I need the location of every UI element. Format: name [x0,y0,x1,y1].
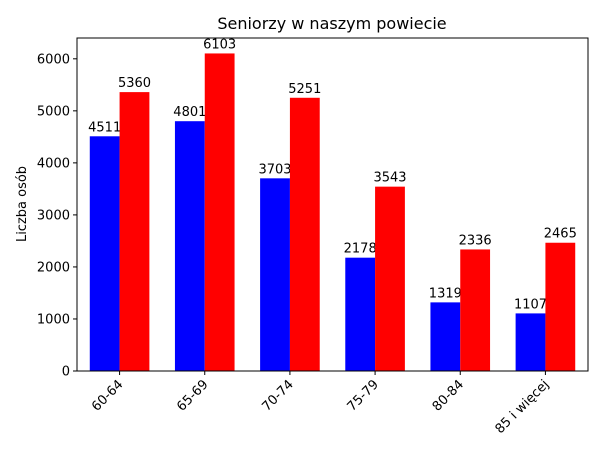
x-tick-label: 85 i więcej [493,377,553,437]
bar-series1-85 i więcej [515,313,546,371]
y-tick-label: 3000 [37,208,70,223]
bar-series2-65-69 [204,53,235,371]
y-tick-label: 5000 [37,104,70,119]
y-tick-label: 1000 [37,312,70,327]
data-label-series2-65-69: 6103 [203,37,236,52]
x-tick-label: 80-84 [430,377,467,414]
data-label-series1-80-84: 1319 [429,286,462,301]
chart-title: Seniorzy w naszym powiecie [217,14,446,33]
y-axis-label: Liczba osób [15,166,30,242]
x-tick-label: 70-74 [259,377,296,414]
data-label-series1-60-64: 4511 [88,120,121,135]
plot-area: 4511 4801 3703 2178 1319 1107 5360 6103 5251 3543… [37,37,589,437]
x-tick-label: 60-64 [89,377,126,414]
plot-frame [76,37,589,372]
data-label-series1-65-69: 4801 [173,105,206,120]
bar-series1-60-64 [89,136,120,371]
y-tick-label: 6000 [37,52,70,67]
data-label-series2-70-74: 5251 [288,82,321,97]
data-label-series2-80-84: 2336 [459,233,492,248]
bar-series2-60-64 [119,92,150,372]
bar-series2-75-79 [375,186,405,371]
bar-series1-65-69 [174,121,205,371]
data-label-series1-85 i więcej: 1107 [514,297,547,312]
y-tick-label: 0 [62,365,70,380]
bar-series2-85 i więcej [545,242,576,371]
bar-series1-70-74 [260,178,290,371]
bar-series1-75-79 [345,257,376,371]
bar-series2-80-84 [460,249,491,371]
x-tick-label: 75-79 [345,377,382,414]
y-tick-label: 2000 [37,260,70,275]
data-label-series1-70-74: 3703 [258,162,291,177]
y-tick-label: 4000 [37,156,70,171]
bar-series2-70-74 [289,97,320,371]
data-label-series1-75-79: 2178 [344,242,377,257]
data-label-series2-75-79: 3543 [373,171,406,186]
bar-series1-80-84 [430,302,461,371]
data-label-series2-60-64: 5360 [118,76,151,91]
data-label-series2-85 i więcej: 2465 [544,227,577,242]
x-tick-label: 65-69 [174,377,211,414]
